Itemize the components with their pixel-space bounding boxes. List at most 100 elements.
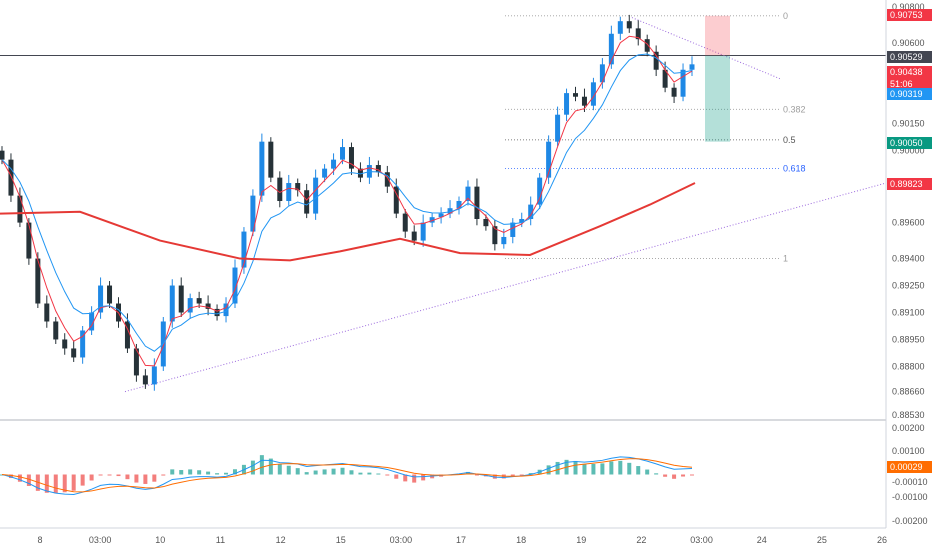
candle-body[interactable] xyxy=(98,285,104,313)
candle-body[interactable] xyxy=(537,177,543,205)
macd-histogram-bar[interactable] xyxy=(98,474,103,476)
macd-histogram-bar[interactable] xyxy=(654,473,659,475)
macd-histogram-bar[interactable] xyxy=(367,472,372,475)
macd-histogram-bar[interactable] xyxy=(268,458,273,475)
candle-body[interactable] xyxy=(483,218,489,227)
candle-body[interactable] xyxy=(474,186,480,219)
candle-body[interactable] xyxy=(689,64,695,70)
macd-histogram-bar[interactable] xyxy=(304,472,309,475)
candle-body[interactable] xyxy=(573,93,579,97)
macd-histogram-bar[interactable] xyxy=(26,474,31,486)
macd-histogram-bar[interactable] xyxy=(636,466,641,475)
macd-histogram-bar[interactable] xyxy=(349,470,354,475)
candle-body[interactable] xyxy=(142,375,148,385)
price-pane[interactable]: 0 0.382 0.5 0.618 1 xyxy=(0,11,887,393)
candle-body[interactable] xyxy=(151,366,157,385)
macd-histogram-bar[interactable] xyxy=(161,474,166,476)
macd-histogram-bar[interactable] xyxy=(286,465,291,475)
candle-body[interactable] xyxy=(617,21,623,34)
candle-body[interactable] xyxy=(169,285,175,322)
macd-histogram-bar[interactable] xyxy=(80,474,85,486)
candle-body[interactable] xyxy=(555,114,561,142)
candle-body[interactable] xyxy=(286,183,292,202)
candle-body[interactable] xyxy=(384,172,390,187)
macd-histogram-bar[interactable] xyxy=(663,474,668,477)
take-profit-zone[interactable] xyxy=(705,55,730,142)
candle-body[interactable] xyxy=(420,222,426,241)
macd-histogram-bar[interactable] xyxy=(107,474,112,476)
macd-histogram-bar[interactable] xyxy=(125,474,130,480)
macd-histogram-bar[interactable] xyxy=(412,474,417,483)
macd-histogram-bar[interactable] xyxy=(277,464,282,475)
macd-histogram-bar[interactable] xyxy=(528,473,533,475)
candle-body[interactable] xyxy=(644,39,650,52)
candle-body[interactable] xyxy=(456,201,462,209)
candle-body[interactable] xyxy=(0,150,5,160)
candle-body[interactable] xyxy=(635,28,641,40)
candle-body[interactable] xyxy=(268,141,274,178)
candle-body[interactable] xyxy=(599,64,605,83)
candle-body[interactable] xyxy=(8,159,14,196)
macd-histogram-bar[interactable] xyxy=(555,461,560,475)
candle-body[interactable] xyxy=(465,186,471,202)
ema-slow-line[interactable] xyxy=(0,182,696,262)
candle-body[interactable] xyxy=(348,147,354,169)
candle-body[interactable] xyxy=(375,165,381,173)
candle-body[interactable] xyxy=(608,33,614,65)
macd-histogram-bar[interactable] xyxy=(259,455,264,475)
candle-body[interactable] xyxy=(313,177,319,214)
macd-histogram-bar[interactable] xyxy=(394,474,399,479)
candle-body[interactable] xyxy=(124,321,130,349)
candle-body[interactable] xyxy=(71,348,77,358)
macd-histogram-bar[interactable] xyxy=(152,474,157,482)
macd-histogram-bar[interactable] xyxy=(8,474,13,479)
macd-histogram-bar[interactable] xyxy=(170,469,175,475)
candle-body[interactable] xyxy=(35,258,41,304)
macd-histogram-bar[interactable] xyxy=(215,473,220,475)
macd-histogram-bar[interactable] xyxy=(17,474,22,482)
candle-body[interactable] xyxy=(232,267,238,304)
candle-body[interactable] xyxy=(241,231,247,268)
macd-histogram-bar[interactable] xyxy=(672,474,677,479)
macd-histogram-bar[interactable] xyxy=(519,474,524,476)
candle-body[interactable] xyxy=(528,204,534,219)
candle-body[interactable] xyxy=(662,69,668,88)
candle-body[interactable] xyxy=(546,141,552,178)
macd-histogram-bar[interactable] xyxy=(645,469,650,475)
candle-body[interactable] xyxy=(322,168,328,178)
macd-pane[interactable] xyxy=(0,455,694,496)
macd-histogram-bar[interactable] xyxy=(385,474,390,476)
candle-body[interactable] xyxy=(133,348,139,376)
macd-histogram-bar[interactable] xyxy=(322,469,327,475)
macd-histogram-bar[interactable] xyxy=(53,474,58,494)
candle-body[interactable] xyxy=(402,213,408,232)
candle-body[interactable] xyxy=(438,213,444,218)
candle-body[interactable] xyxy=(447,208,453,214)
candle-body[interactable] xyxy=(590,82,596,106)
macd-histogram-bar[interactable] xyxy=(546,465,551,475)
macd-histogram-bar[interactable] xyxy=(224,472,229,475)
macd-histogram-bar[interactable] xyxy=(358,472,363,475)
macd-histogram-bar[interactable] xyxy=(465,471,470,475)
candle-body[interactable] xyxy=(196,298,202,304)
candle-body[interactable] xyxy=(214,308,220,317)
candle-body[interactable] xyxy=(223,303,229,317)
candle-body[interactable] xyxy=(331,159,337,169)
candle-body[interactable] xyxy=(277,177,283,202)
macd-histogram-bar[interactable] xyxy=(331,468,336,475)
candle-body[interactable] xyxy=(62,339,68,349)
candle-body[interactable] xyxy=(626,21,632,29)
macd-histogram-bar[interactable] xyxy=(134,474,139,483)
macd-histogram-bar[interactable] xyxy=(62,474,67,493)
macd-histogram-bar[interactable] xyxy=(690,474,694,476)
candle-body[interactable] xyxy=(295,183,301,191)
candle-body[interactable] xyxy=(564,93,570,115)
ascending-trendline[interactable] xyxy=(124,182,887,393)
macd-histogram-bar[interactable] xyxy=(206,471,211,475)
macd-histogram-bar[interactable] xyxy=(591,463,596,475)
macd-histogram-bar[interactable] xyxy=(510,474,515,477)
macd-histogram-bar[interactable] xyxy=(340,467,345,475)
stop-loss-zone[interactable] xyxy=(705,15,730,56)
macd-histogram-bar[interactable] xyxy=(403,474,408,482)
